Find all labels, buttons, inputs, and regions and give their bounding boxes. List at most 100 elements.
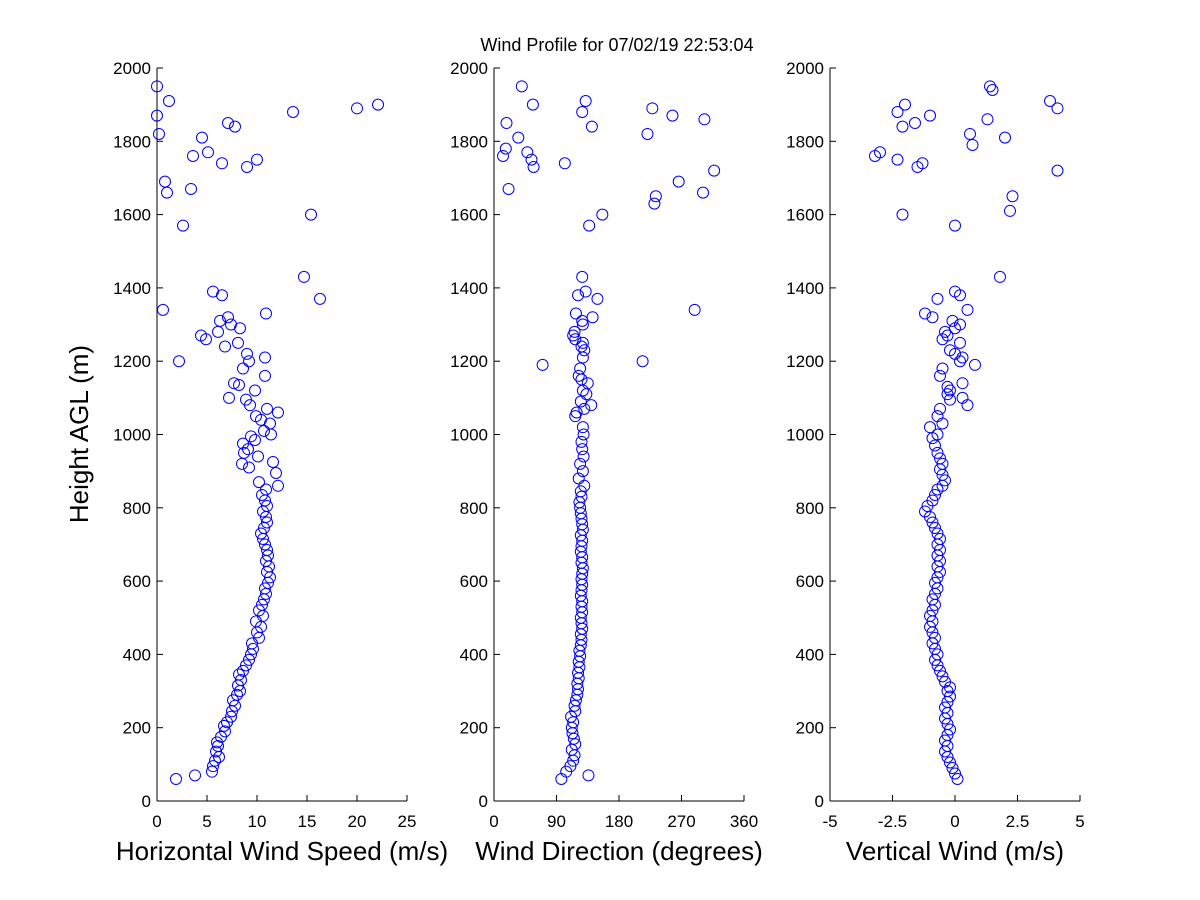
x-tick-label: 90	[547, 812, 566, 831]
data-point	[1044, 94, 1056, 107]
data-point	[926, 593, 939, 606]
data-point	[256, 598, 268, 611]
y-tick-label: 1800	[450, 132, 488, 151]
data-point	[314, 292, 326, 305]
data-point	[569, 738, 582, 751]
data-point	[941, 380, 954, 393]
x-tick-label: 0	[950, 812, 959, 831]
data-point	[261, 543, 273, 556]
y-tick-label: 1200	[113, 352, 151, 371]
data-point	[272, 479, 284, 492]
data-point	[240, 393, 252, 406]
data-point	[708, 164, 721, 177]
y-tick-label: 1600	[786, 206, 824, 225]
data-point	[298, 270, 310, 283]
data-point	[233, 379, 245, 392]
data-point	[986, 83, 999, 96]
x-tick-label: 2.5	[1006, 812, 1030, 831]
data-point	[946, 762, 959, 775]
data-point	[934, 664, 946, 677]
data-point	[579, 94, 592, 107]
x-tick-label: -2.5	[878, 812, 907, 831]
x-tick-label: 10	[248, 812, 267, 831]
data-point	[874, 146, 886, 159]
data-point	[163, 94, 175, 107]
data-point	[151, 109, 163, 122]
data-point	[240, 659, 252, 672]
data-point	[558, 157, 571, 170]
data-point	[259, 369, 271, 382]
data-point	[265, 428, 277, 441]
data-point	[697, 186, 710, 199]
data-point	[515, 80, 528, 93]
data-point	[949, 285, 961, 298]
x-axis-label: Horizontal Wind Speed (m/s)	[116, 836, 448, 866]
data-point	[576, 336, 589, 349]
y-tick-label: 400	[796, 645, 824, 664]
y-tick-label: 600	[460, 572, 488, 591]
data-point	[966, 138, 979, 151]
data-point	[210, 745, 222, 758]
data-point	[259, 582, 271, 595]
data-point	[576, 105, 589, 118]
data-point	[572, 472, 585, 485]
data-point	[1006, 190, 1019, 203]
horizontal-wind-speed-panel: 0 200 400 600 800 1000 1200 1400 1600 1800 2000 0 5 1…	[113, 59, 448, 866]
data-point	[585, 399, 598, 412]
y-tick-label: 2000	[786, 59, 824, 78]
data-point	[924, 421, 936, 434]
data-point	[934, 402, 946, 415]
data-point	[206, 765, 218, 778]
data-point	[936, 670, 949, 683]
data-point	[641, 127, 654, 140]
data-point	[909, 116, 921, 129]
y-tick-label: 800	[796, 499, 824, 518]
data-point	[231, 688, 243, 701]
data-point	[202, 146, 214, 159]
data-point	[929, 488, 941, 501]
x-tick-label: 0	[489, 812, 498, 831]
data-point	[956, 391, 969, 404]
y-tick-label: 0	[142, 792, 151, 811]
data-point	[939, 734, 951, 747]
data-point	[926, 516, 939, 529]
data-point	[568, 325, 581, 338]
data-point	[250, 410, 262, 423]
data-point	[581, 377, 594, 390]
data-point	[569, 307, 582, 320]
x-tick-label: 270	[667, 812, 695, 831]
data-point	[151, 80, 163, 93]
data-point	[258, 424, 270, 437]
data-point	[235, 674, 247, 687]
data-point	[585, 120, 598, 133]
y-tick-label: 1000	[113, 426, 151, 445]
data-point	[944, 344, 956, 357]
data-point	[649, 190, 662, 203]
data-point	[939, 675, 951, 688]
data-point	[372, 98, 384, 111]
data-point	[228, 377, 240, 390]
data-point	[582, 769, 595, 782]
data-point	[161, 186, 173, 199]
data-point	[212, 325, 224, 338]
data-point	[926, 311, 939, 324]
data-point	[994, 270, 1006, 283]
x-tick-label: 360	[730, 812, 758, 831]
data-point	[944, 393, 956, 406]
x-axis-label: Wind Direction (degrees)	[475, 836, 763, 866]
data-point	[222, 116, 234, 129]
data-point	[261, 499, 273, 512]
data-point	[666, 109, 679, 122]
data-point	[931, 428, 944, 441]
data-point	[236, 457, 248, 470]
data-point	[941, 388, 954, 401]
data-point	[941, 329, 954, 342]
data-point	[243, 461, 255, 474]
data-point	[941, 685, 954, 698]
data-point	[636, 355, 649, 368]
data-point	[576, 465, 589, 478]
data-point	[956, 351, 969, 364]
data-point	[956, 377, 969, 390]
data-point	[214, 314, 226, 327]
